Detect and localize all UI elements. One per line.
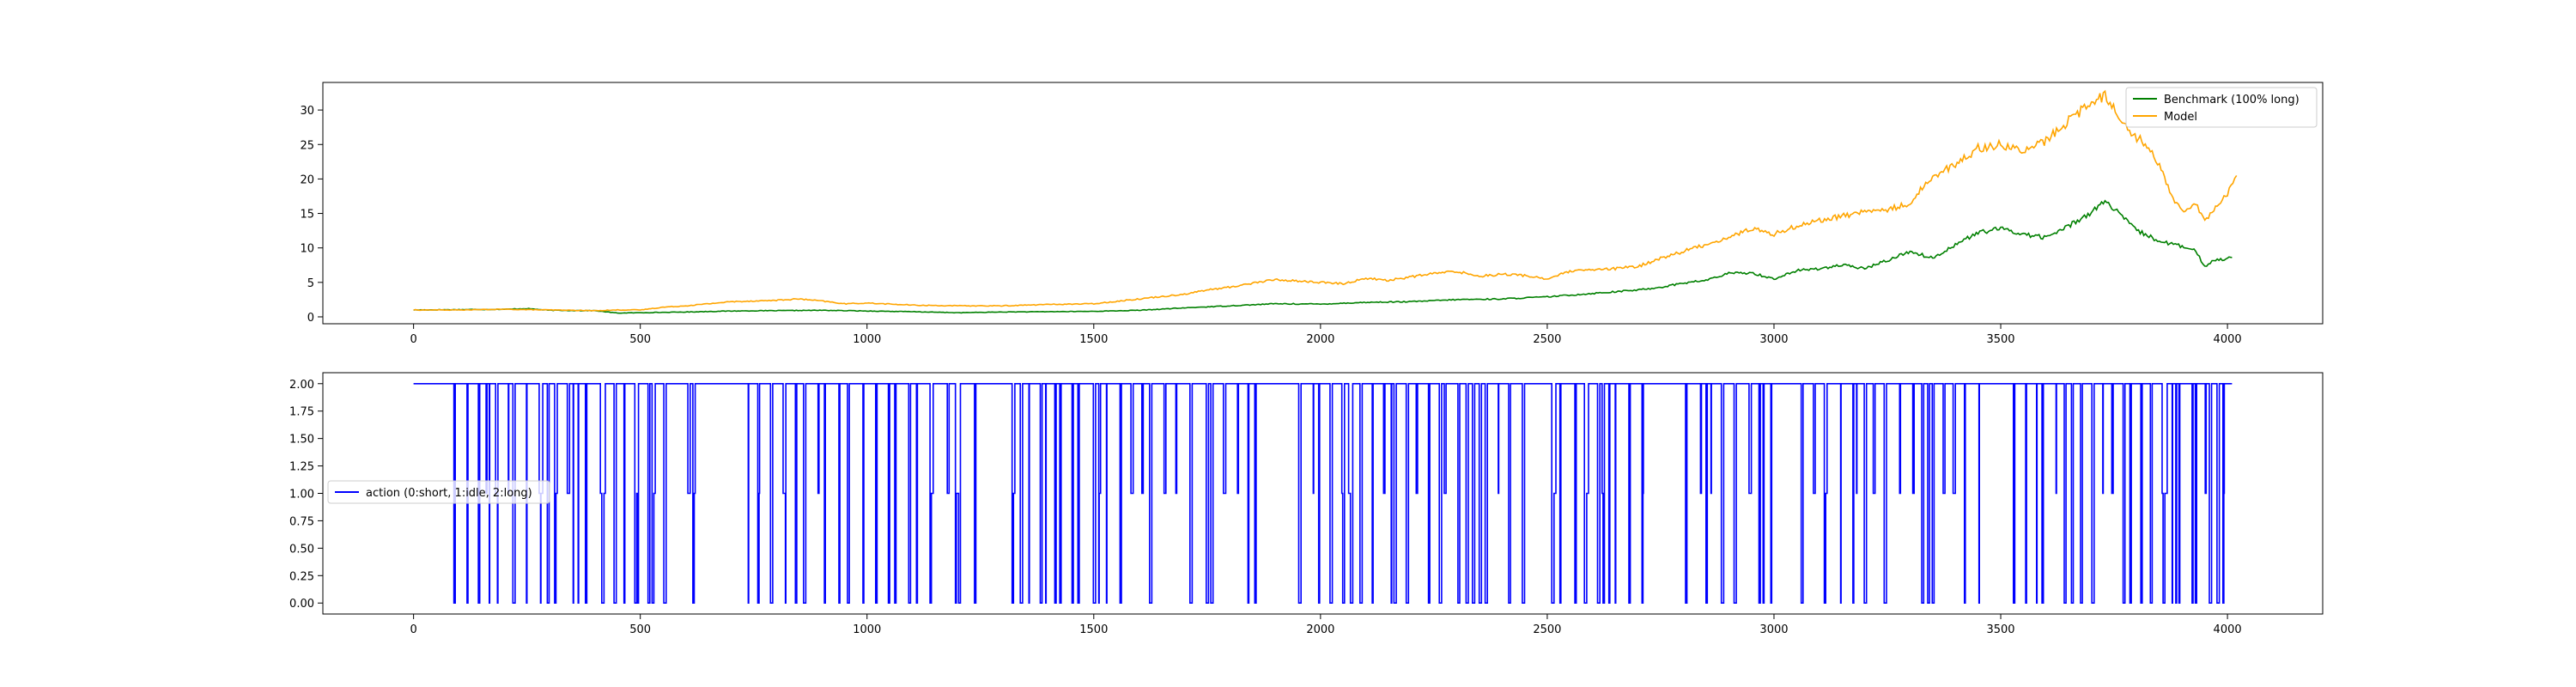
benchmark-legend-label: Benchmark (100% long) <box>2164 94 2300 106</box>
price-legend: Benchmark (100% long) Model <box>2125 87 2318 128</box>
action-chart: 0 500 1000 1500 2000 2500 3000 3500 4000 0.00 0.2… <box>289 372 2324 636</box>
action-legend-label: action (0:short, 1:idle, 2:long) <box>366 487 532 500</box>
price-y-tick-label: 20 <box>300 173 314 186</box>
price-y-tick-label: 25 <box>300 139 314 152</box>
price-legend-box <box>2125 87 2318 128</box>
price-y-tick-label: 30 <box>300 105 314 118</box>
price-chart-frame <box>322 82 2324 325</box>
price-x-tick-label: 1500 <box>1079 333 1108 346</box>
price-x-tick-label: 0 <box>410 333 416 346</box>
price-x-tick-label: 3500 <box>1986 333 2014 346</box>
action-legend: action (0:short, 1:idle, 2:long) <box>327 480 550 504</box>
action-y-tick-label: 2.00 <box>289 379 314 392</box>
price-x-tick-label: 4000 <box>2214 333 2242 346</box>
price-y-tick-label: 10 <box>300 243 314 256</box>
action-series-lines <box>413 383 2233 604</box>
model-legend-label: Model <box>2164 111 2197 124</box>
action-y-tick-label: 1.25 <box>289 461 314 474</box>
action-line <box>413 383 2233 604</box>
action-x-tick-label: 2000 <box>1306 623 1334 636</box>
action-y-tick-label: 1.50 <box>289 434 314 447</box>
benchmark-line <box>413 199 2233 314</box>
price-x-tick-label: 2500 <box>1533 333 1561 346</box>
action-legend-box <box>327 480 550 504</box>
price-x-tick-label: 2000 <box>1306 333 1334 346</box>
action-x-axis: 0 500 1000 1500 2000 2500 3000 3500 4000 <box>410 614 2242 636</box>
price-y-axis: 0 5 10 15 20 25 30 <box>300 105 323 325</box>
action-x-tick-label: 2500 <box>1533 623 1561 636</box>
price-chart: 0 500 1000 1500 2000 2500 3000 3500 4000 0 5 10 15 2… <box>300 82 2324 346</box>
price-x-tick-label: 1000 <box>853 333 881 346</box>
action-x-tick-label: 1500 <box>1079 623 1108 636</box>
action-y-axis: 0.00 0.25 0.50 0.75 1.00 1.25 1.50 1.75 2.00 <box>289 379 323 611</box>
action-x-tick-label: 500 <box>629 623 651 636</box>
price-series-lines <box>413 89 2238 314</box>
action-y-tick-label: 0.25 <box>289 570 314 583</box>
action-y-tick-label: 0.50 <box>289 543 314 556</box>
price-x-tick-label: 500 <box>629 333 651 346</box>
price-x-axis: 0 500 1000 1500 2000 2500 3000 3500 4000 <box>410 324 2242 346</box>
model-line <box>413 89 2238 312</box>
action-x-tick-label: 0 <box>410 623 416 636</box>
action-x-tick-label: 3000 <box>1759 623 1788 636</box>
price-x-tick-label: 3000 <box>1759 333 1788 346</box>
action-y-tick-label: 1.00 <box>289 489 314 502</box>
price-y-tick-label: 15 <box>300 209 314 222</box>
action-x-tick-label: 1000 <box>853 623 881 636</box>
price-y-tick-label: 5 <box>307 277 314 290</box>
action-y-tick-label: 0.75 <box>289 515 314 528</box>
action-y-tick-label: 1.75 <box>289 406 314 419</box>
action-x-tick-label: 3500 <box>1986 623 2014 636</box>
action-x-tick-label: 4000 <box>2214 623 2242 636</box>
price-y-tick-label: 0 <box>307 312 314 325</box>
action-y-tick-label: 0.00 <box>289 598 314 611</box>
